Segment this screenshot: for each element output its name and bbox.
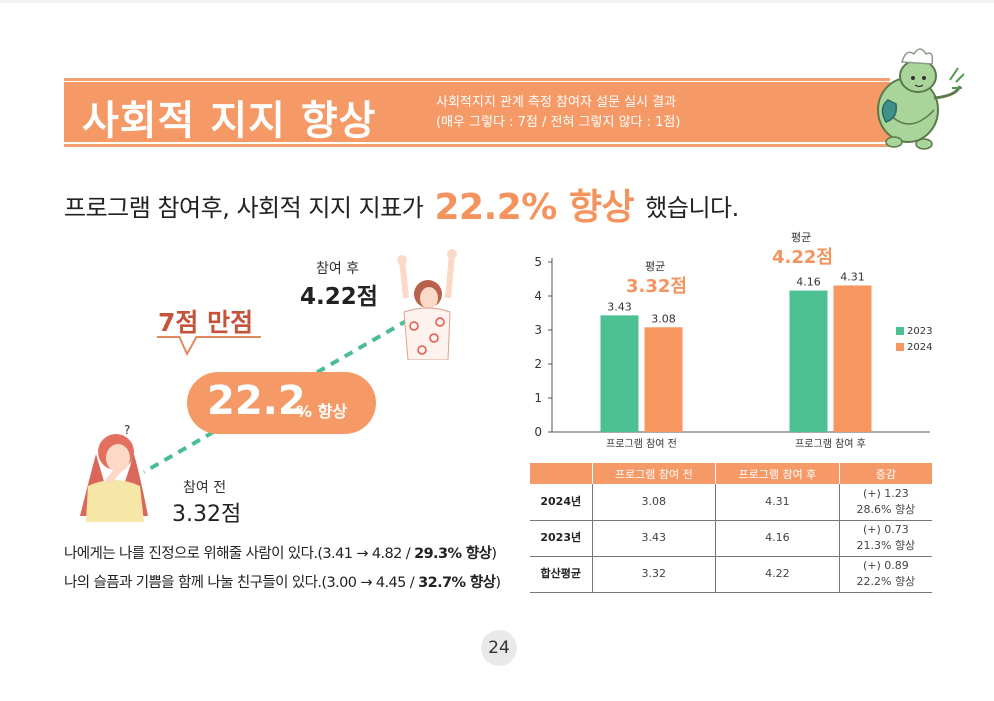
legend-item-2023: 2023 [896, 323, 932, 339]
y-tick-label: 5 [534, 255, 542, 269]
headline: 프로그램 참여후, 사회적 지지 지표가 22.2% 향상 했습니다. [64, 178, 739, 230]
speech-tail-icon [178, 336, 198, 357]
after-label: 참여 후 [316, 261, 360, 277]
note-1-end: ) [491, 546, 497, 562]
bar [600, 315, 639, 432]
table-header-blank [530, 463, 593, 484]
header-subtitle: 사회적지지 관계 측정 참여자 설문 실시 결과 (매우 그렇다 : 7점 / … [436, 93, 680, 133]
row-before: 3.43 [592, 520, 717, 557]
thinking-girl-icon: ? [80, 424, 148, 522]
table-row: 2023년 3.43 4.16 (+) 0.73 21.3% 향상 [530, 520, 932, 557]
avg-label-before: 평균 [645, 260, 666, 273]
row-change-pct: 28.6% 향상 [856, 502, 916, 516]
row-change-value: (+) 1.23 [862, 486, 909, 500]
bar [833, 285, 872, 432]
y-tick-label: 3 [534, 323, 542, 337]
y-tick-label: 2 [534, 357, 542, 371]
row-before: 3.32 [592, 556, 717, 593]
bar [644, 327, 683, 432]
note-line-1: 나에게는 나를 진정으로 위해줄 사람이 있다.(3.41 → 4.82 / 2… [64, 540, 500, 569]
note-2-bold: 32.7% 향상 [418, 575, 496, 591]
row-change-pct: 22.2% 향상 [856, 575, 916, 588]
avg-value-after: 4.22점 [772, 247, 833, 268]
before-label: 참여 전 [183, 480, 227, 496]
table-row: 합산평균 3.32 4.22 (+) 0.89 22.2% 향상 [530, 556, 932, 593]
note-1-bold: 29.3% 향상 [414, 546, 492, 562]
table-row: 2024년 3.08 4.31 (+) 1.23 28.6% 향상 [530, 484, 932, 521]
row-after: 4.22 [715, 556, 840, 593]
row-after: 4.16 [715, 520, 840, 557]
table-header-before: 프로그램 참여 전 [592, 463, 717, 484]
header-top-line [64, 78, 890, 81]
y-tick-label: 4 [534, 289, 542, 303]
row-label: 합산평균 [530, 556, 593, 593]
row-change-value: (+) 0.73 [862, 523, 909, 536]
header-band: 사회적 지지 향상 사회적지지 관계 측정 참여자 설문 실시 결과 (매우 그… [64, 82, 890, 144]
row-change: (+) 1.23 28.6% 향상 [839, 484, 932, 521]
increase-pill: 22.2 % 향상 [187, 372, 376, 434]
row-change-value: (+) 0.89 [862, 559, 909, 572]
x-category-label: 프로그램 참여 후 [795, 438, 866, 450]
notes: 나에게는 나를 진정으로 위해줄 사람이 있다.(3.41 → 4.82 / 2… [64, 540, 501, 598]
summary-table: 프로그램 참여 전 프로그램 참여 후 증감 2024년 3.08 4.31 (… [530, 463, 932, 593]
row-after: 4.31 [715, 484, 840, 521]
legend-item-2024: 2024 [896, 339, 932, 355]
after-value: 4.22점 [300, 284, 378, 310]
row-change-pct: 21.3% 향상 [856, 539, 916, 552]
note-2-text: 나의 슬픔과 기쁨을 함께 나눌 친구들이 있다.(3.00 → 4.45 / [64, 575, 419, 591]
increase-unit: % 향상 [296, 402, 348, 421]
note-2-end: ) [495, 575, 501, 591]
bar-value-label: 4.16 [796, 276, 821, 289]
subtitle-line-2: (매우 그렇다 : 7점 / 전혀 그렇지 않다 : 1점) [436, 115, 681, 130]
avg-label-after: 평균 [791, 231, 812, 244]
bar-value-label: 3.43 [607, 300, 632, 313]
bar-value-label: 4.31 [840, 270, 865, 283]
perfect-score-underline [157, 336, 261, 338]
chart-legend: 2023 2024 [896, 323, 932, 355]
before-value: 3.32점 [172, 502, 242, 527]
legend-swatch-2024 [896, 343, 904, 351]
avg-value-before: 3.32점 [626, 276, 687, 297]
cheering-girl-icon [397, 249, 457, 360]
top-rule [0, 0, 994, 3]
row-label: 2024년 [530, 484, 593, 521]
bar-value-label: 3.08 [651, 312, 676, 325]
increase-number: 22.2 [207, 378, 306, 424]
legend-label-2024: 2024 [907, 341, 933, 353]
bar [789, 290, 828, 432]
row-change: (+) 0.89 22.2% 향상 [839, 556, 932, 593]
headline-prefix: 프로그램 참여후, 사회적 지지 지표가 [64, 194, 424, 222]
question-mark: ? [124, 424, 130, 437]
page-number: 24 [481, 630, 517, 666]
row-label: 2023년 [530, 520, 593, 557]
headline-highlight: 22.2% 향상 [434, 187, 635, 228]
legend-swatch-2023 [896, 327, 904, 335]
bar-chart: 0 1 2 3 4 5 3.43 3.08 프로그램 참여 전 4.16 4.31 프로그램 참여 후 [534, 255, 930, 450]
note-1-text: 나에게는 나를 진정으로 위해줄 사람이 있다.(3.41 → 4.82 / [64, 546, 415, 562]
row-change: (+) 0.73 21.3% 향상 [839, 520, 932, 557]
table-header-change: 증감 [839, 463, 932, 484]
turtle-mascot-icon [877, 48, 964, 150]
page-title: 사회적 지지 향상 [82, 98, 377, 144]
header-bottom-line [64, 144, 890, 147]
table-header-after: 프로그램 참여 후 [715, 463, 840, 484]
y-tick-label: 0 [534, 425, 542, 439]
x-category-label: 프로그램 참여 전 [606, 438, 677, 450]
legend-label-2023: 2023 [907, 325, 933, 337]
headline-suffix: 했습니다. [645, 194, 739, 222]
table-header-row: 프로그램 참여 전 프로그램 참여 후 증감 [530, 463, 932, 484]
row-before: 3.08 [592, 484, 717, 521]
subtitle-line-1: 사회적지지 관계 측정 참여자 설문 실시 결과 [436, 95, 677, 110]
y-tick-label: 1 [534, 391, 542, 405]
note-line-2: 나의 슬픔과 기쁨을 함께 나눌 친구들이 있다.(3.00 → 4.45 / … [64, 569, 501, 598]
perfect-score-label: 7점 만점 [158, 308, 254, 337]
